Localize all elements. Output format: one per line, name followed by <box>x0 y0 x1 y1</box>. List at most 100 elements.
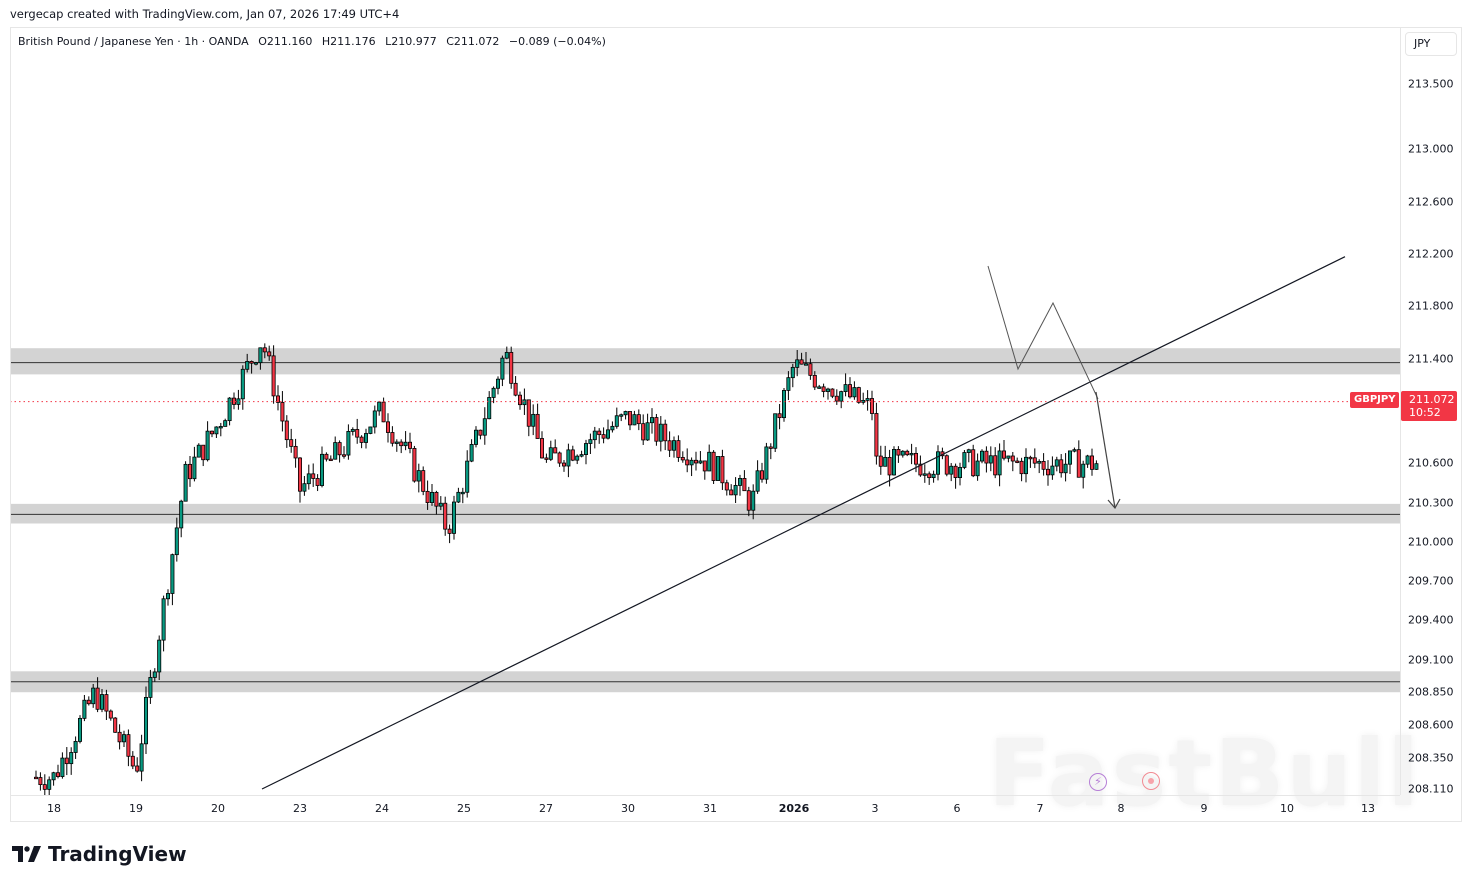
candle-down <box>799 359 804 365</box>
candle-down <box>535 413 540 439</box>
candle-down <box>271 355 276 397</box>
candle-down <box>777 413 782 419</box>
price-tick: 210.000 <box>1408 535 1454 549</box>
time-tick: 23 <box>293 802 307 815</box>
price-axis[interactable] <box>1400 27 1462 795</box>
candle-up <box>377 401 382 412</box>
candle-up <box>931 473 936 479</box>
price-tick: 210.600 <box>1408 456 1454 470</box>
zone-resistance <box>11 348 1400 375</box>
price-tick: 208.850 <box>1408 685 1454 699</box>
ohlc-high: H211.176 <box>321 35 376 48</box>
candle-up <box>165 593 170 600</box>
candle-up <box>139 743 144 772</box>
candle-down <box>830 388 835 397</box>
candle-down <box>597 430 602 436</box>
economic-event-icon[interactable] <box>1142 772 1160 790</box>
candle-down <box>663 423 668 442</box>
candle-up <box>363 433 368 443</box>
time-tick: 18 <box>47 802 61 815</box>
candle-down <box>289 439 294 447</box>
candle-up <box>469 444 474 462</box>
candle-up <box>218 426 223 429</box>
time-tick: 20 <box>211 802 225 815</box>
candle-up <box>122 734 127 743</box>
candle-down <box>297 457 302 492</box>
time-axis[interactable] <box>10 795 1400 822</box>
candle-up <box>632 414 637 426</box>
candle-up <box>733 485 738 496</box>
candle-down <box>874 413 879 457</box>
candle-down <box>544 457 549 460</box>
candle-down <box>905 450 910 456</box>
candle-up <box>988 455 993 464</box>
symbol-name: British Pound / Japanese Yen · 1h · OAND… <box>18 35 249 48</box>
time-tick: 19 <box>129 802 143 815</box>
currency-button[interactable]: JPY <box>1405 32 1457 56</box>
bar-countdown: 10:52 <box>1409 406 1441 419</box>
lightning-event-icon[interactable]: ⚡ <box>1089 773 1107 791</box>
candle-down <box>887 457 892 476</box>
candle-up <box>302 483 307 492</box>
candle-up <box>1068 450 1073 465</box>
symbol-legend[interactable]: British Pound / Japanese Yen · 1h · OAND… <box>18 35 612 48</box>
candle-up <box>69 752 74 765</box>
tradingview-logo[interactable]: TradingView <box>12 842 187 866</box>
head-shoulders-zigzag <box>987 265 1099 400</box>
time-tick: 24 <box>375 802 389 815</box>
candle-up <box>148 677 153 698</box>
candle-down <box>56 772 61 777</box>
candle-down <box>337 442 342 456</box>
candle-down <box>878 455 883 467</box>
candle-up <box>78 717 83 742</box>
candle-up <box>350 429 355 432</box>
candle-up <box>795 359 800 368</box>
candle-up <box>368 426 373 434</box>
time-tick: 27 <box>539 802 553 815</box>
candle-up <box>843 384 848 392</box>
ascending-trendline <box>261 256 1346 790</box>
candle-down <box>953 465 958 479</box>
candle-up <box>575 455 580 461</box>
projection-arrowhead-icon <box>1107 498 1121 510</box>
candle-up <box>495 378 500 389</box>
candle-down <box>667 440 672 451</box>
price-tick: 209.400 <box>1408 613 1454 627</box>
candle-down <box>601 434 606 439</box>
candle-up <box>456 491 461 503</box>
candle-up <box>196 444 201 458</box>
candle-up <box>883 457 888 467</box>
candle-down <box>64 757 69 765</box>
candle-up <box>500 357 505 380</box>
candle-down <box>641 423 646 441</box>
candle-up <box>738 478 743 486</box>
candle-down <box>34 776 39 780</box>
candle-up <box>614 415 619 427</box>
candle-down <box>117 731 122 743</box>
candle-up <box>817 386 822 389</box>
candle-down <box>443 502 448 530</box>
candle-up <box>716 456 721 481</box>
candle-up <box>394 441 399 444</box>
candle-down <box>848 384 853 398</box>
candle-down <box>1002 450 1007 459</box>
candle-down <box>478 429 483 436</box>
ohlc-close: C211.072 <box>446 35 500 48</box>
candle-up <box>949 465 954 475</box>
candle-up <box>623 411 628 416</box>
candle-up <box>157 639 162 673</box>
time-tick: 31 <box>703 802 717 815</box>
candle-up <box>487 397 492 420</box>
candle-up <box>892 449 897 476</box>
candle-down <box>896 449 901 456</box>
candle-up <box>161 598 166 641</box>
candle-down <box>341 454 346 457</box>
candle-down <box>553 447 558 454</box>
candle-up <box>183 463 188 502</box>
time-tick: 30 <box>621 802 635 815</box>
candle-down <box>1090 455 1095 470</box>
candle-down <box>1032 457 1037 464</box>
candle-up <box>606 429 611 439</box>
projection-arrow-line <box>1095 391 1116 509</box>
